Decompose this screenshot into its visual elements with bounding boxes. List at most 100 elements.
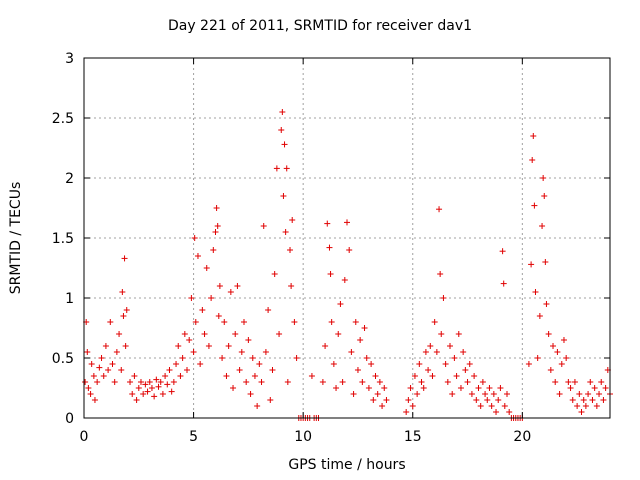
data-point <box>528 261 535 268</box>
data-point <box>567 385 574 391</box>
data-point <box>363 355 370 361</box>
data-point <box>146 379 153 385</box>
data-point <box>281 141 288 148</box>
data-point <box>105 367 112 373</box>
data-point <box>85 385 92 391</box>
y-tick-label: 0 <box>65 411 74 427</box>
data-point <box>420 385 427 391</box>
data-point <box>444 379 451 385</box>
data-point <box>359 379 366 385</box>
y-axis-label: SRMTID / TECUs <box>8 181 24 295</box>
data-point <box>460 349 467 355</box>
data-point <box>578 409 585 415</box>
data-point <box>192 319 199 325</box>
data-point <box>344 219 350 226</box>
data-point <box>254 403 261 409</box>
data-point <box>333 385 340 391</box>
data-point <box>267 397 274 403</box>
data-point <box>188 295 195 301</box>
data-point <box>506 409 513 415</box>
data-point <box>374 391 381 397</box>
data-points <box>82 109 613 421</box>
data-point <box>479 379 486 385</box>
data-point <box>466 361 473 367</box>
data-point <box>560 337 567 343</box>
data-point <box>186 337 193 343</box>
x-tick-label: 15 <box>404 429 422 445</box>
data-point <box>170 379 177 385</box>
data-point <box>330 361 337 367</box>
data-point <box>418 379 425 385</box>
data-point <box>260 223 267 229</box>
data-point <box>532 289 539 295</box>
data-point <box>123 307 130 313</box>
data-point <box>585 391 592 397</box>
data-point <box>279 109 286 115</box>
data-point <box>168 388 175 395</box>
data-point <box>357 337 364 343</box>
data-point <box>284 379 291 385</box>
data-point <box>184 367 191 373</box>
data-point <box>335 331 342 337</box>
data-point <box>563 355 570 361</box>
data-point <box>111 379 118 385</box>
data-point <box>453 373 460 379</box>
data-point <box>140 391 147 397</box>
data-point <box>464 379 471 385</box>
data-point <box>541 193 548 199</box>
data-point <box>213 205 220 211</box>
data-point <box>215 313 222 319</box>
data-point <box>137 379 144 385</box>
data-point <box>118 367 125 373</box>
data-point <box>122 343 129 349</box>
data-point <box>177 373 184 379</box>
data-point <box>462 367 469 373</box>
data-point <box>449 391 456 397</box>
data-point <box>96 364 103 371</box>
data-point <box>534 355 541 361</box>
data-point <box>455 331 462 337</box>
data-point <box>500 280 507 287</box>
data-point <box>148 385 155 391</box>
data-point <box>576 391 583 397</box>
data-point <box>471 373 478 379</box>
data-point <box>197 361 204 367</box>
data-point <box>477 403 484 409</box>
chart-title: Day 221 of 2011, SRMTID for receiver dav… <box>167 18 473 34</box>
data-point <box>322 343 329 349</box>
data-point <box>289 217 296 223</box>
data-point <box>238 349 245 355</box>
data-point <box>547 367 554 373</box>
data-point <box>531 202 538 209</box>
data-point <box>589 397 596 403</box>
data-point <box>282 229 289 235</box>
data-point <box>162 373 169 379</box>
data-point <box>457 385 464 391</box>
data-point <box>131 373 138 379</box>
data-point <box>433 349 440 355</box>
data-point <box>490 391 497 397</box>
data-point <box>120 313 127 319</box>
data-point <box>166 367 173 373</box>
data-point <box>376 379 383 385</box>
data-point <box>525 361 532 367</box>
data-point <box>493 409 500 415</box>
data-point <box>194 253 201 259</box>
data-point <box>144 388 151 395</box>
y-tick-label: 0.5 <box>52 351 74 367</box>
data-point <box>271 271 278 277</box>
data-point <box>600 397 607 403</box>
data-point <box>273 165 280 172</box>
data-point <box>447 343 454 349</box>
data-point <box>243 379 250 385</box>
data-point <box>221 319 228 325</box>
data-point <box>536 313 543 319</box>
data-point <box>212 229 219 235</box>
data-point <box>90 373 97 379</box>
y-tick-label: 1.5 <box>52 231 74 247</box>
data-point <box>251 373 258 379</box>
data-point <box>361 325 368 331</box>
data-point <box>293 355 300 361</box>
data-point <box>407 385 414 391</box>
x-tick-label: 5 <box>189 429 198 445</box>
